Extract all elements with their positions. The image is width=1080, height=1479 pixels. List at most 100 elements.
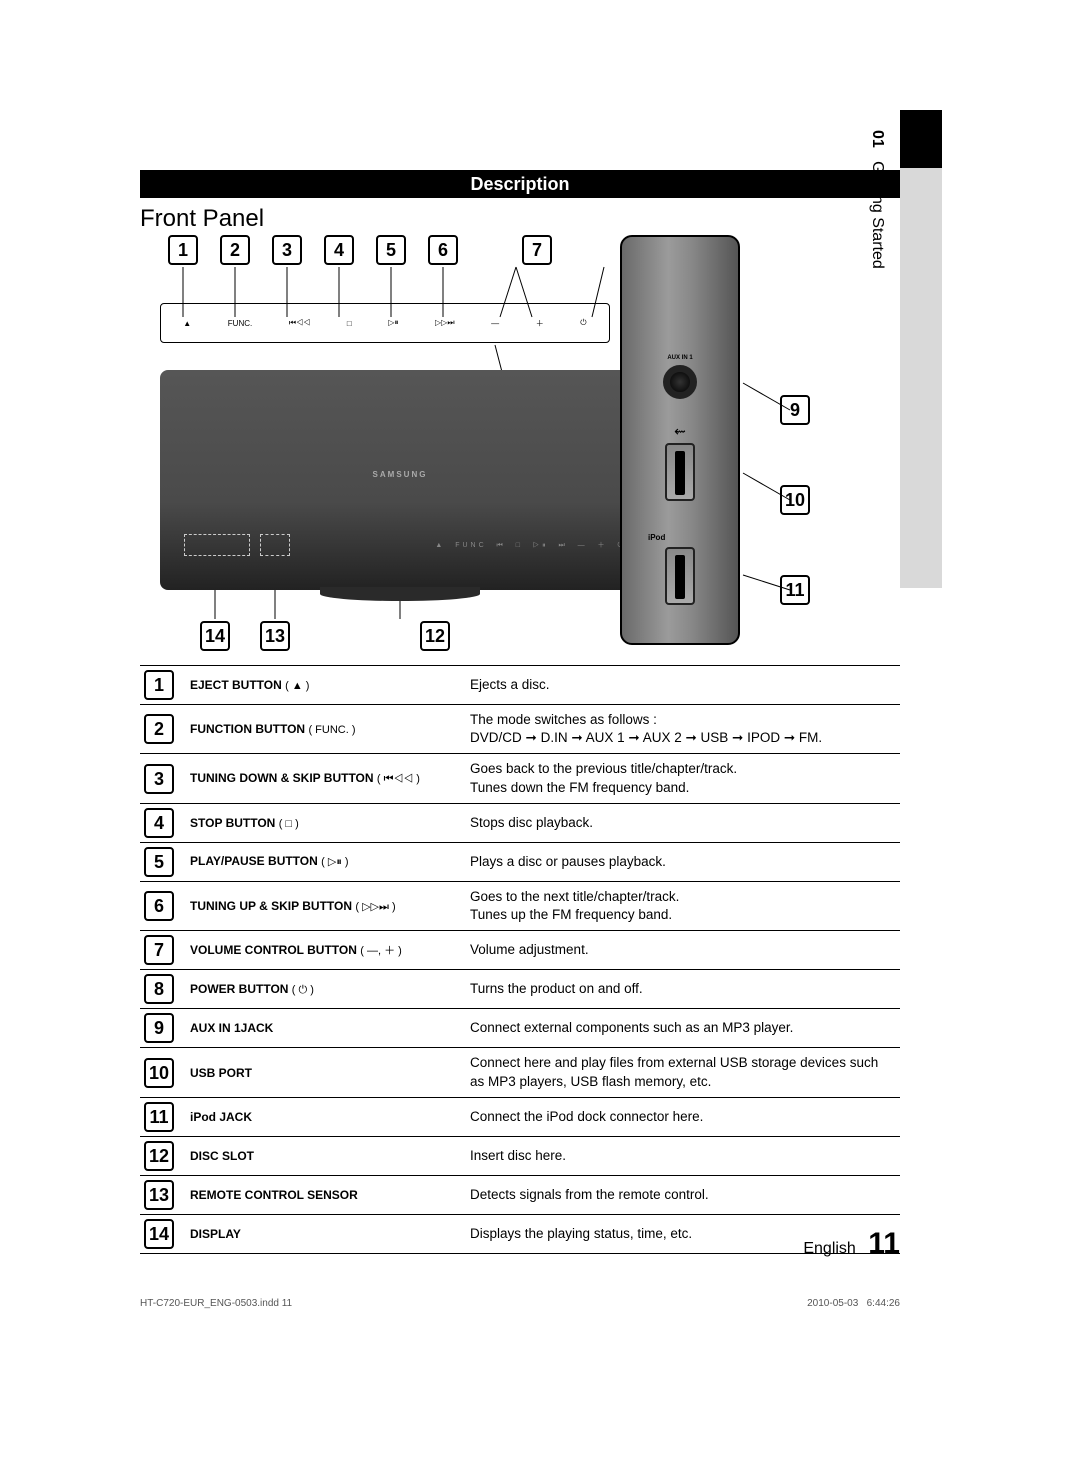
row-label: REMOTE CONTROL SENSOR bbox=[182, 1175, 462, 1214]
row-number-box: 9 bbox=[144, 1013, 174, 1043]
table-row: 4 STOP BUTTON ( □ )Stops disc playback. bbox=[140, 803, 900, 842]
row-number-box: 1 bbox=[144, 670, 174, 700]
callout-3: 3 bbox=[272, 235, 302, 265]
row-description: Detects signals from the remote control. bbox=[462, 1175, 900, 1214]
front-panel-diagram: 12345678 ▲FUNC.⏮◁ bbox=[140, 235, 860, 655]
aux-in-jack-icon bbox=[663, 365, 697, 399]
table-row: 9 AUX IN 1JACKConnect external components… bbox=[140, 1009, 900, 1048]
table-row: 8POWER BUTTON ( ⏻ )Turns the product on … bbox=[140, 970, 900, 1009]
callout-2: 2 bbox=[220, 235, 250, 265]
table-row: 12DISC SLOTInsert disc here. bbox=[140, 1136, 900, 1175]
row-description: Stops disc playback. bbox=[462, 803, 900, 842]
row-number-box: 12 bbox=[144, 1141, 174, 1171]
side-panel-device: AUX IN 1 ⇜ iPod bbox=[620, 235, 740, 645]
top-callouts: 12345678 bbox=[168, 235, 662, 265]
footer-page-number: 11 bbox=[868, 1227, 900, 1260]
row-label: USB PORT bbox=[182, 1048, 462, 1097]
sensor-area-outline bbox=[260, 534, 290, 556]
row-label: EJECT BUTTON ( ▲ ) bbox=[182, 666, 462, 705]
print-meta: HT-C720-EUR_ENG-0503.indd 11 2010-05-03 … bbox=[140, 1298, 900, 1309]
row-label: DISPLAY bbox=[182, 1214, 462, 1253]
row-description: Connect external components such as an M… bbox=[462, 1009, 900, 1048]
callout-9: 9 bbox=[780, 395, 810, 425]
row-label: PLAY/PAUSE BUTTON ( ▷⏸ ) bbox=[182, 842, 462, 881]
table-row: 3 TUNING DOWN & SKIP BUTTON ( ⏮◁◁ )Goes b… bbox=[140, 754, 900, 803]
row-number-box: 7 bbox=[144, 935, 174, 965]
row-number-box: 3 bbox=[144, 764, 174, 794]
manual-page: 01 Getting Started Description Front Pan… bbox=[0, 0, 1080, 1479]
control-glyph: ⏻ bbox=[580, 318, 586, 328]
meta-datetime: 2010-05-03 6:44:26 bbox=[807, 1298, 900, 1309]
row-number-box: 11 bbox=[144, 1102, 174, 1132]
callout-4: 4 bbox=[324, 235, 354, 265]
callout-11: 11 bbox=[780, 575, 810, 605]
table-row: 10 USB PORTConnect here and play files fr… bbox=[140, 1048, 900, 1097]
device-body: SAMSUNG ▲ FUNC ⏮ □ ▷⏸ ⏭ — ＋ ⏻ bbox=[160, 370, 640, 590]
side-tab-bg bbox=[900, 168, 942, 588]
row-label: TUNING DOWN & SKIP BUTTON ( ⏮◁◁ ) bbox=[182, 754, 462, 803]
table-row: 14DISPLAYDisplays the playing status, ti… bbox=[140, 1214, 900, 1253]
section-heading: Front Panel bbox=[140, 205, 264, 233]
row-number-box: 4 bbox=[144, 808, 174, 838]
table-row: 1 EJECT BUTTON ( ▲ )Ejects a disc. bbox=[140, 666, 900, 705]
callout-14: 14 bbox=[200, 621, 230, 651]
control-glyph: ＋ bbox=[536, 318, 544, 329]
page-footer: English 11 bbox=[803, 1227, 900, 1261]
row-number-box: 13 bbox=[144, 1180, 174, 1210]
table-row: 11 iPod JACKConnect the iPod dock connect… bbox=[140, 1097, 900, 1136]
row-label: iPod JACK bbox=[182, 1097, 462, 1136]
callout-13: 13 bbox=[260, 621, 290, 651]
ipod-jack-icon bbox=[665, 547, 695, 605]
row-number-box: 10 bbox=[144, 1058, 174, 1088]
bottom-callouts: 14 13 12 bbox=[200, 621, 450, 651]
row-label: AUX IN 1JACK bbox=[182, 1009, 462, 1048]
row-description: Ejects a disc. bbox=[462, 666, 900, 705]
callout-12: 12 bbox=[420, 621, 450, 651]
side-tab-accent bbox=[900, 110, 942, 168]
display-area-outline bbox=[184, 534, 250, 556]
table-row: 7 VOLUME CONTROL BUTTON ( —, ＋ )Volume ad… bbox=[140, 931, 900, 970]
ipod-label: iPod bbox=[648, 533, 665, 542]
row-number-box: 8 bbox=[144, 974, 174, 1004]
row-description: Plays a disc or pauses playback. bbox=[462, 842, 900, 881]
disc-tray bbox=[320, 587, 480, 601]
footer-language: English bbox=[803, 1240, 855, 1257]
control-glyph: FUNC. bbox=[228, 319, 252, 328]
right-callouts: 9 10 11 bbox=[780, 235, 810, 605]
control-glyph: □ bbox=[347, 319, 352, 328]
row-label: STOP BUTTON ( □ ) bbox=[182, 803, 462, 842]
row-description: Goes to the next title/chapter/track.Tun… bbox=[462, 881, 900, 930]
chapter-title bbox=[869, 152, 886, 156]
callout-5: 5 bbox=[376, 235, 406, 265]
meta-filename: HT-C720-EUR_ENG-0503.indd 11 bbox=[140, 1298, 292, 1309]
brand-logo: SAMSUNG bbox=[373, 470, 428, 479]
row-number-box: 5 bbox=[144, 847, 174, 877]
control-glyph: ▷▷⏭ bbox=[435, 318, 455, 328]
table-row: 6 TUNING UP & SKIP BUTTON ( ▷▷⏭ )Goes to … bbox=[140, 881, 900, 930]
control-glyph: — bbox=[491, 319, 499, 328]
table-row: 5 PLAY/PAUSE BUTTON ( ▷⏸ )Plays a disc or… bbox=[140, 842, 900, 881]
callout-6: 6 bbox=[428, 235, 458, 265]
row-number-box: 2 bbox=[144, 714, 174, 744]
row-description: Insert disc here. bbox=[462, 1136, 900, 1175]
usb-port-icon bbox=[665, 443, 695, 501]
table-row: 13 REMOTE CONTROL SENSORDetects signals f… bbox=[140, 1175, 900, 1214]
row-number-box: 14 bbox=[144, 1219, 174, 1249]
callout-1: 1 bbox=[168, 235, 198, 265]
row-label: TUNING UP & SKIP BUTTON ( ▷▷⏭ ) bbox=[182, 881, 462, 930]
front-button-indicators: ▲ FUNC ⏮ □ ▷⏸ ⏭ — ＋ ⏻ bbox=[435, 540, 626, 550]
row-label: FUNCTION BUTTON ( FUNC. ) bbox=[182, 705, 462, 754]
row-description: Connect the iPod dock connector here. bbox=[462, 1097, 900, 1136]
callout-10: 10 bbox=[780, 485, 810, 515]
side-tab-label: 01 Getting Started bbox=[868, 130, 886, 269]
row-description: The mode switches as follows :DVD/CD ➞ D… bbox=[462, 705, 900, 754]
row-description: Goes back to the previous title/chapter/… bbox=[462, 754, 900, 803]
parts-description-table: 1 EJECT BUTTON ( ▲ )Ejects a disc. 2 FUNCTI… bbox=[140, 665, 900, 1254]
row-number-box: 6 bbox=[144, 891, 174, 921]
aux-in-label: AUX IN 1 bbox=[667, 355, 692, 361]
row-label: VOLUME CONTROL BUTTON ( —, ＋ ) bbox=[182, 931, 462, 970]
row-description: Connect here and play files from externa… bbox=[462, 1048, 900, 1097]
table-row: 2 FUNCTION BUTTON ( FUNC. )The mode switc… bbox=[140, 705, 900, 754]
row-description: Volume adjustment. bbox=[462, 931, 900, 970]
description-heading-bar: Description bbox=[140, 170, 900, 198]
